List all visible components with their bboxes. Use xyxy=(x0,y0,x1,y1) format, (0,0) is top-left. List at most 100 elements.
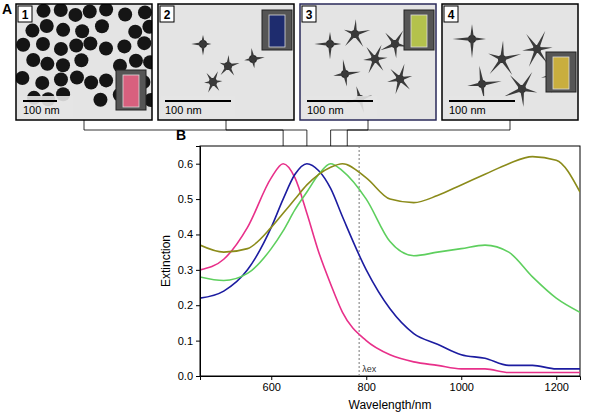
particle-branch xyxy=(251,59,255,68)
plot-frame xyxy=(200,146,580,376)
particle xyxy=(70,70,84,84)
particle xyxy=(117,39,131,53)
particle-branch xyxy=(380,42,395,50)
particle-branch xyxy=(479,66,484,84)
series-line xyxy=(200,164,580,369)
cuvette xyxy=(123,75,139,107)
particle-branch xyxy=(535,31,545,50)
particle xyxy=(99,42,113,56)
particle-branch xyxy=(355,30,371,36)
panel-number: 3 xyxy=(306,8,313,22)
panel-frame xyxy=(442,4,578,120)
particle xyxy=(95,19,109,33)
scale-bar-background xyxy=(161,96,235,117)
particle xyxy=(99,4,113,16)
cuvette xyxy=(411,15,427,47)
connector xyxy=(347,120,510,146)
cuvette-inset xyxy=(404,10,434,50)
annotation-label: λex xyxy=(362,364,377,374)
scale-bar-label: 100 nm xyxy=(23,104,60,116)
panel-background xyxy=(158,4,294,120)
y-axis: 0.0 0.1 0.2 0.3 0.4 0.5 0.6 xyxy=(178,147,201,383)
panel-number-box xyxy=(18,6,32,22)
particle-branch xyxy=(345,33,356,46)
panel-letter: A xyxy=(2,1,12,17)
inset-frame xyxy=(262,10,292,50)
particle xyxy=(56,23,70,37)
particle xyxy=(16,71,29,85)
particle xyxy=(54,42,68,56)
series-line xyxy=(200,164,580,313)
x-tick-mark xyxy=(271,376,272,380)
particle-branch xyxy=(522,87,538,92)
particle-branch xyxy=(482,81,502,86)
cuvette xyxy=(553,57,569,89)
particle xyxy=(99,73,113,87)
scale-bar-background xyxy=(303,96,377,117)
x-axis-title: Wavelength/nm xyxy=(349,398,432,412)
particle-branch xyxy=(191,42,203,46)
particle-branch xyxy=(201,44,205,55)
x-tick: 1000 xyxy=(450,376,474,393)
y-tick-label: 0.5 xyxy=(178,193,193,205)
particle-branch xyxy=(353,19,357,34)
particle xyxy=(137,36,151,50)
x-tick-label: 600 xyxy=(263,381,281,393)
particle-branch xyxy=(467,82,482,86)
particle-branch xyxy=(472,37,486,41)
scale-bar-label: 100 nm xyxy=(165,104,202,116)
y-tick: 0.6 xyxy=(178,158,200,170)
y-tick-mark xyxy=(196,270,200,271)
particle xyxy=(84,76,98,90)
y-tick: 0.4 xyxy=(178,228,200,240)
scale-bar-label: 100 nm xyxy=(307,104,344,116)
series-group xyxy=(200,157,580,373)
y-tick-label: 0.2 xyxy=(178,299,193,311)
panel-frame xyxy=(300,4,436,120)
x-tick-label: 1000 xyxy=(450,381,474,393)
particle xyxy=(83,36,97,50)
connector xyxy=(331,120,368,146)
particle xyxy=(118,8,132,22)
tem-panel: 4100 nm xyxy=(442,4,578,120)
y-tick-label: 0.6 xyxy=(178,158,193,170)
cuvette-inset xyxy=(546,52,576,92)
tem-panel: 2100 nm xyxy=(158,4,294,120)
scale-bar-background xyxy=(19,96,73,117)
scale-bar xyxy=(23,100,57,102)
axis-line xyxy=(196,147,201,377)
particle-branch xyxy=(314,42,329,46)
y-tick: 0.1 xyxy=(178,335,200,347)
x-tick: 600 xyxy=(263,376,281,393)
panel-background xyxy=(442,4,578,120)
particle xyxy=(54,4,68,17)
panel-number-box xyxy=(444,6,458,22)
particle-branch xyxy=(504,87,523,97)
y-tick: 0.0 xyxy=(178,370,200,382)
x-tick-mark xyxy=(366,376,367,380)
x-tick-mark xyxy=(556,376,557,380)
scale-bar xyxy=(449,100,515,102)
panel-frame xyxy=(158,4,294,120)
particle xyxy=(143,55,152,69)
particle-branch xyxy=(393,30,403,44)
scale-bar-background xyxy=(445,96,519,117)
y-tick-mark xyxy=(196,164,200,165)
particle-branch xyxy=(201,35,205,44)
y-tick-label: 0.3 xyxy=(178,264,193,276)
inset-frame xyxy=(116,70,146,110)
y-tick-mark xyxy=(196,341,200,342)
connector xyxy=(226,120,307,146)
x-tick: 1200 xyxy=(545,376,569,393)
x-tick-label: 800 xyxy=(358,381,376,393)
particle-branch xyxy=(343,59,347,74)
panel-number: 1 xyxy=(22,8,29,22)
particle xyxy=(75,24,89,38)
panel-background xyxy=(300,4,436,120)
y-tick: 0.5 xyxy=(178,193,200,205)
particle xyxy=(40,57,54,71)
particle-branch xyxy=(328,32,332,44)
particle xyxy=(83,5,97,19)
y-tick: 0.3 xyxy=(178,264,200,276)
panel-number: 4 xyxy=(448,8,455,22)
